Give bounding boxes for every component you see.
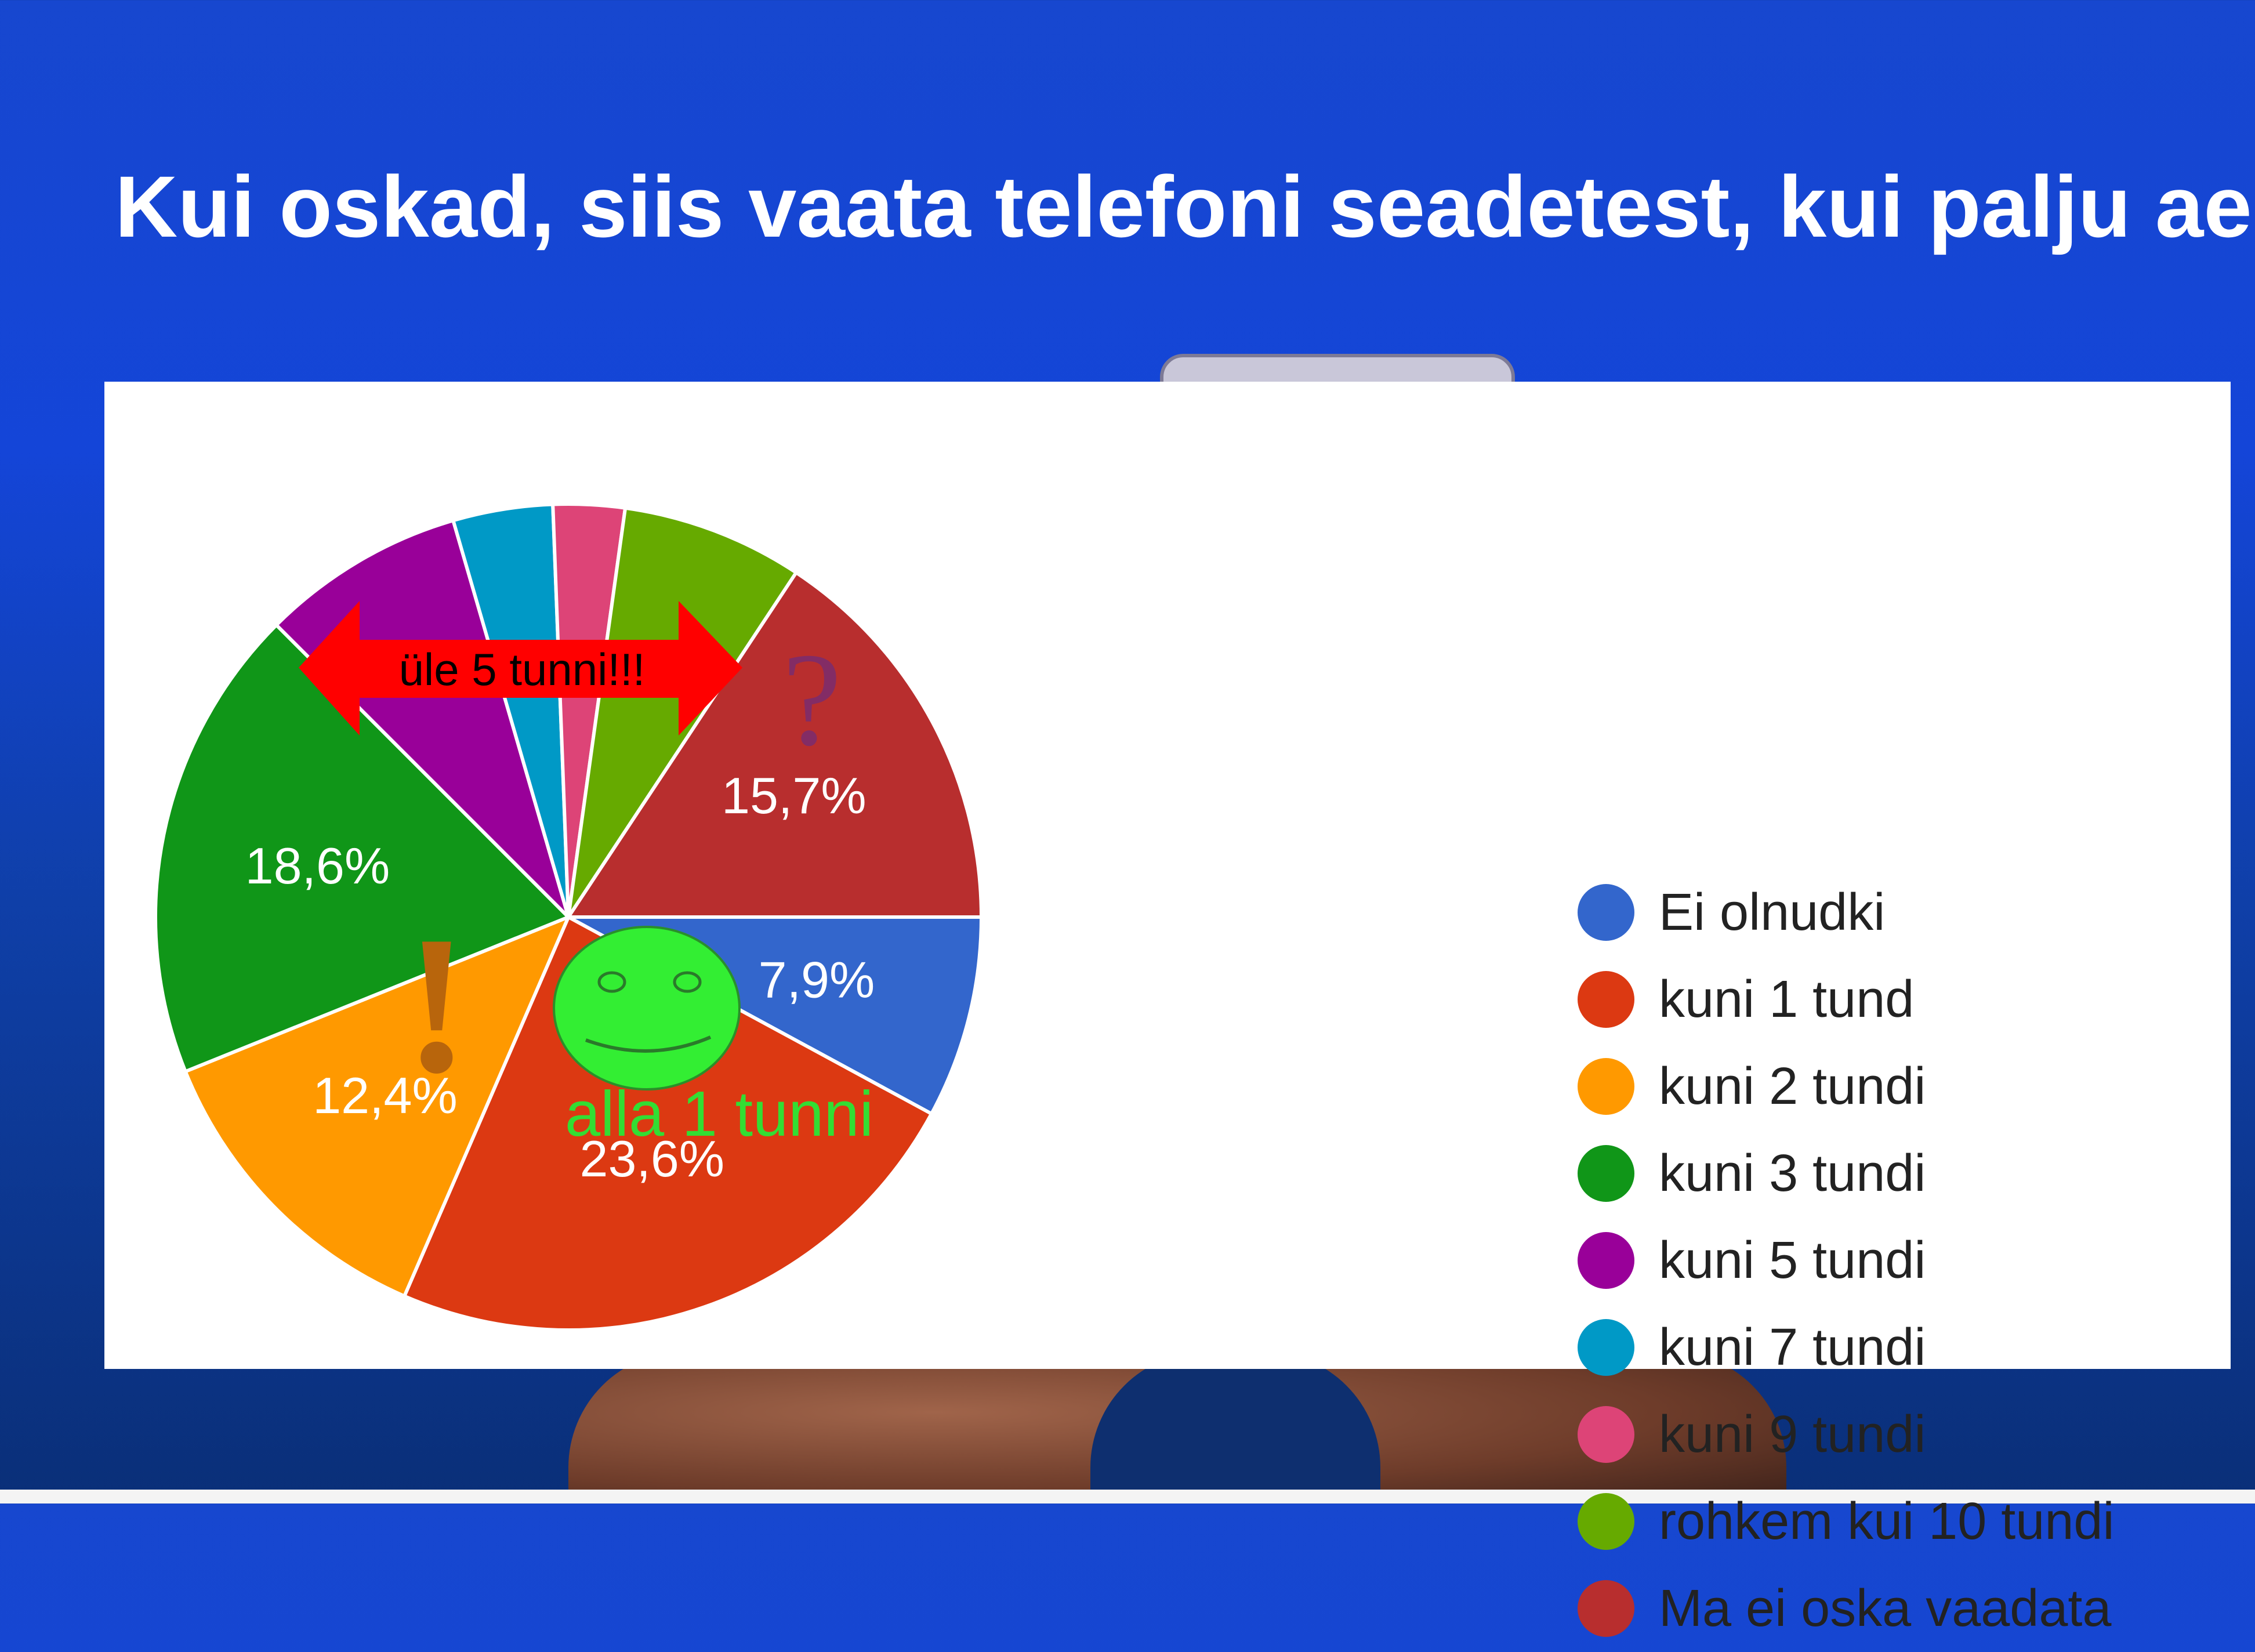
legend-swatch: [1578, 1493, 1634, 1550]
legend-swatch: [1578, 1319, 1634, 1376]
pie-slice-3: [154, 622, 572, 1074]
legend-label: rohkem kui 10 tundi: [1659, 1492, 2115, 1550]
pie-value-labels: 7,9% 23,6% 12,4% 18,6% 15,7%: [245, 767, 875, 1187]
legend-label: kuni 7 tundi: [1659, 1318, 1926, 1376]
pie-value-label-3: 18,6%: [245, 837, 390, 894]
legend-swatch: [1578, 1406, 1634, 1463]
legend-item: kuni 5 tundi: [1578, 1217, 2216, 1304]
legend-swatch: [1578, 1058, 1634, 1115]
pie-slice-1: [402, 914, 934, 1332]
legend-item: Ei olnudki: [1578, 869, 2216, 956]
legend-label: kuni 9 tundi: [1659, 1405, 1926, 1463]
pie-chart: 7,9%23,6%12,4%18,6%15,7% üle 5 tunni!!! …: [154, 502, 984, 1332]
legend-item: kuni 1 tund: [1578, 956, 2216, 1043]
legend-item: kuni 2 tundi: [1578, 1043, 2216, 1130]
smiley-annotation-text: alla 1 tunni: [565, 1078, 873, 1150]
legend-swatch: [1578, 1232, 1634, 1289]
legend-item: kuni 9 tundi: [1578, 1391, 2216, 1478]
legend-swatch: [1578, 971, 1634, 1028]
pie-slices: [154, 502, 984, 1332]
legend-item: rohkem kui 10 tundi: [1578, 1478, 2216, 1565]
legend-swatch: [1578, 1145, 1634, 1202]
smiley-face-icon: [553, 926, 741, 1091]
pie-slice-8: [565, 570, 984, 919]
double-arrow-shape: [299, 601, 742, 736]
question-mark-annotation: ?: [782, 625, 842, 773]
legend-swatch: [1578, 1580, 1634, 1637]
pie-value-label-8: 15,7%: [722, 767, 867, 824]
chart-panel: 7,9% 23,6% 12,4% 18,6% 15,7% üle 5 tunni!!! …: [104, 382, 2231, 1637]
slide-title: Kui oskad, siis vaata telefoni seadetest…: [115, 158, 2249, 255]
legend-label: Ma ei oska vaadata: [1659, 1579, 2112, 1637]
pie-slice-2: [183, 914, 572, 1299]
arrow-annotation: üle 5 tunni!!!: [299, 601, 742, 736]
legend-item: Ma ei oska vaadata: [1578, 1565, 2216, 1652]
pie-value-label-2: 12,4%: [313, 1067, 458, 1124]
legend-item: kuni 3 tundi: [1578, 1130, 2216, 1217]
pie-value-label-0: 7,9%: [759, 951, 875, 1008]
legend-label: kuni 2 tundi: [1659, 1057, 1926, 1115]
legend-label: kuni 1 tund: [1659, 970, 1915, 1028]
hands-background-photo: [568, 1352, 1786, 1504]
legend-label: Ei olnudki: [1659, 883, 1886, 941]
chart-legend: Ei olnudki kuni 1 tund kuni 2 tundi kuni 3 …: [1578, 869, 2216, 1652]
legend-item: kuni 7 tundi: [1578, 1304, 2216, 1391]
bottom-strip: [0, 1490, 2255, 1504]
pie-value-label-1: 23,6%: [580, 1130, 725, 1187]
legend-label: kuni 3 tundi: [1659, 1144, 1926, 1202]
exclamation-mark-annotation: !: [404, 895, 469, 1114]
legend-swatch: [1578, 884, 1634, 941]
arrow-annotation-text: üle 5 tunni!!!: [399, 644, 646, 695]
legend-label: kuni 5 tundi: [1659, 1231, 1926, 1289]
